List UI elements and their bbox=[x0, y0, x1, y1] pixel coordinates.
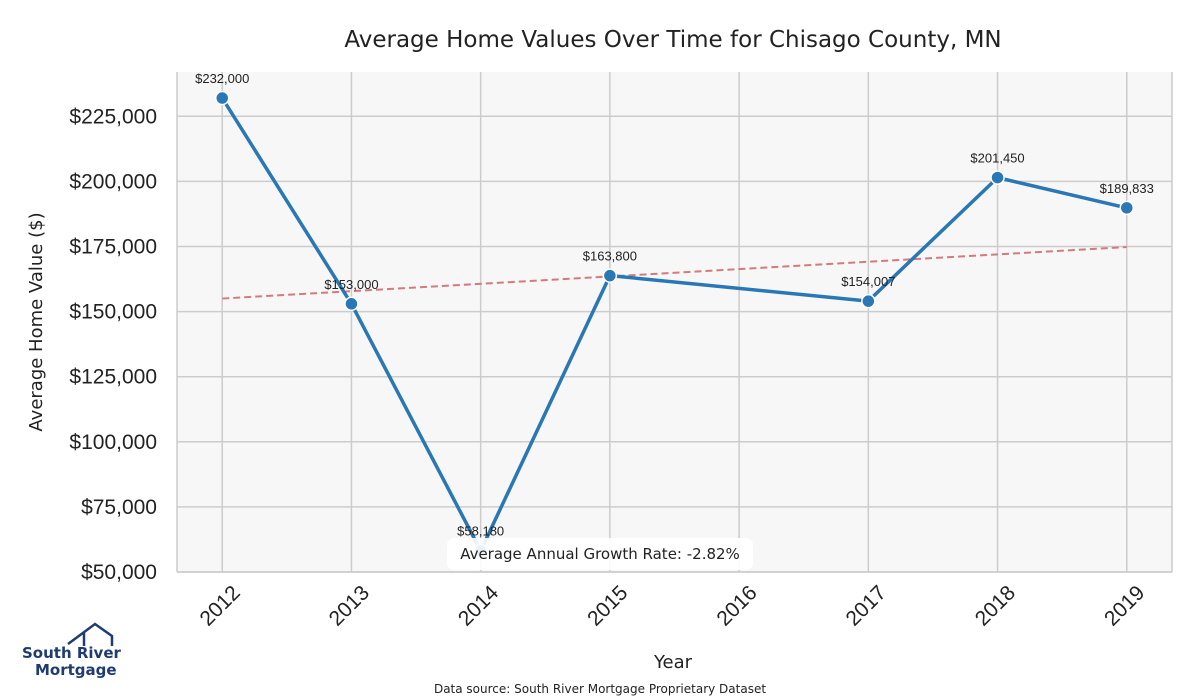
y-tick-label-4: $150,000 bbox=[69, 301, 157, 324]
y-tick-label-1: $75,000 bbox=[81, 496, 157, 519]
logo-line-1: South River bbox=[22, 644, 122, 662]
x-tick-label-2017: 2017 bbox=[842, 581, 891, 630]
data-label-2019: $189,833 bbox=[1100, 181, 1154, 196]
data-label-2013: $153,000 bbox=[324, 277, 378, 292]
trendline-group bbox=[222, 246, 1127, 300]
x-tick-labels: 2012 2013 2014 2015 2016 2017 2018 2019 bbox=[195, 581, 1149, 631]
data-source-note: Data source: South River Mortgage Propri… bbox=[434, 682, 766, 696]
data-point-2018 bbox=[990, 170, 1005, 185]
x-tick-label-2013: 2013 bbox=[325, 581, 374, 630]
plot-area bbox=[177, 72, 1172, 572]
data-point-2017 bbox=[861, 293, 876, 309]
x-axis-label: Year bbox=[653, 652, 693, 673]
company-logo: South River Mortgage bbox=[22, 622, 122, 679]
data-label-2015: $163,800 bbox=[583, 249, 637, 264]
data-point-2019 bbox=[1119, 200, 1135, 216]
trendline bbox=[222, 246, 1127, 300]
y-tick-label-3: $125,000 bbox=[69, 366, 157, 389]
annotation-box bbox=[447, 538, 753, 570]
data-label-2017: $154,007 bbox=[841, 274, 895, 289]
annotation-text: Average Annual Growth Rate: -2.82% bbox=[460, 545, 740, 563]
growth-rate-annotation: Average Annual Growth Rate: -2.82% bbox=[447, 538, 753, 570]
x-tick-label-2012: 2012 bbox=[195, 581, 244, 630]
data-point-2015 bbox=[602, 268, 618, 283]
data-label-2014: $58,180 bbox=[457, 524, 504, 539]
y-tick-label-6: $200,000 bbox=[69, 170, 157, 193]
y-tick-labels: $50,000 $75,000 $100,000 $125,000 $150,000 $1… bbox=[69, 105, 157, 584]
gridlines bbox=[177, 72, 1172, 573]
y-tick-label-2: $100,000 bbox=[69, 431, 157, 454]
y-tick-label-0: $50,000 bbox=[81, 561, 157, 584]
logo-line-2: Mortgage bbox=[35, 661, 117, 679]
y-axis-label: Average Home Value ($) bbox=[26, 212, 47, 431]
plot-frame bbox=[176, 72, 1173, 573]
data-point-2013 bbox=[344, 296, 359, 312]
data-label-2012: $232,000 bbox=[195, 71, 249, 86]
x-tick-label-2019: 2019 bbox=[1100, 581, 1149, 630]
x-tick-label-2016: 2016 bbox=[712, 581, 761, 630]
y-tick-label-5: $175,000 bbox=[69, 235, 157, 258]
x-tick-label-2015: 2015 bbox=[583, 581, 632, 630]
data-labels-group: $232,000 $153,000 $58,180 $163,800 $154,007 $… bbox=[195, 71, 1154, 539]
chart-title: Average Home Values Over Time for Chisag… bbox=[344, 27, 1001, 53]
x-tick-label-2014: 2014 bbox=[454, 581, 504, 631]
data-point-2012 bbox=[214, 90, 230, 106]
y-tick-label-7: $225,000 bbox=[69, 105, 157, 128]
data-label-2018: $201,450 bbox=[970, 151, 1024, 166]
house-roof-icon bbox=[67, 622, 114, 646]
x-tick-label-2018: 2018 bbox=[971, 581, 1020, 630]
